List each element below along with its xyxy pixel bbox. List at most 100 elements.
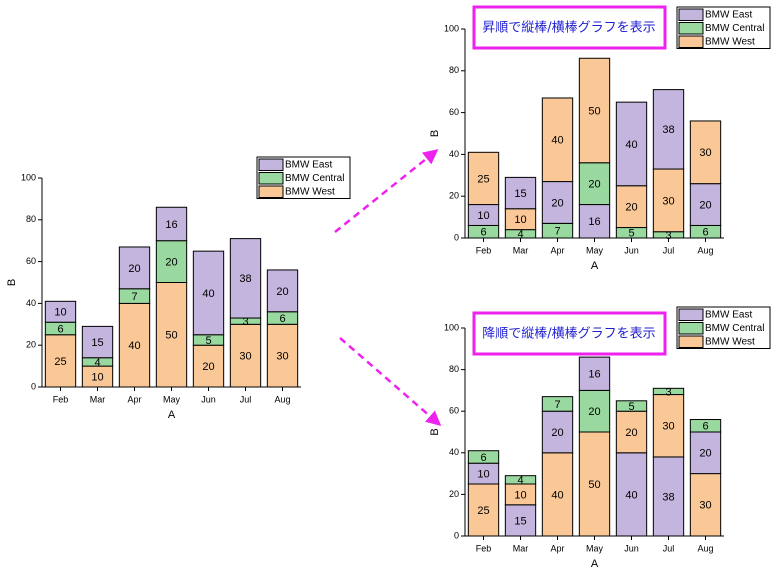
y-axis-label: B — [429, 428, 441, 435]
x-tick-label: Aug — [697, 543, 713, 553]
value-label: 20 — [551, 427, 563, 439]
bar-segment — [652, 168, 685, 233]
bar-segment — [118, 302, 151, 388]
x-tick-label: Mar — [513, 245, 529, 255]
value-label: 30 — [239, 351, 251, 363]
legend-swatch — [678, 35, 704, 48]
y-tick-label: 20 — [449, 191, 459, 201]
value-label: 5 — [205, 335, 211, 347]
value-label: 20 — [128, 263, 140, 275]
x-tick-label: Apr — [127, 394, 141, 404]
value-label: 3 — [665, 386, 671, 398]
value-label: 10 — [91, 371, 103, 383]
value-label: 10 — [477, 210, 489, 222]
value-label: 40 — [625, 139, 637, 151]
value-label: 50 — [165, 330, 177, 342]
value-label: 6 — [702, 227, 708, 239]
bar-segment — [652, 89, 685, 170]
bar-segment — [652, 456, 685, 537]
x-tick-label: Feb — [476, 245, 492, 255]
x-tick-label: Feb — [476, 543, 492, 553]
bar-segment — [541, 452, 574, 537]
bar-segment — [615, 400, 648, 412]
x-axis-label: A — [591, 558, 599, 570]
value-label: 5 — [628, 401, 634, 413]
value-label: 20 — [202, 361, 214, 373]
value-label: 30 — [662, 195, 674, 207]
x-tick-label: Aug — [697, 245, 713, 255]
value-label: 10 — [477, 469, 489, 481]
legend-label: BMW Central — [705, 323, 764, 334]
bar-segment — [578, 204, 611, 239]
legend-label: BMW East — [705, 309, 752, 320]
value-label: 20 — [588, 406, 600, 418]
legend-label: BMW Central — [705, 23, 764, 34]
value-label: 50 — [588, 105, 600, 117]
legend-swatch — [258, 185, 284, 198]
legend-label: BMW East — [705, 9, 752, 20]
y-tick-label: 20 — [449, 489, 459, 499]
x-tick-label: Mar — [513, 543, 529, 553]
bar-segment — [578, 431, 611, 537]
annotation: 降順で縦棒/横棒グラフを表示 — [482, 327, 655, 342]
x-tick-label: Mar — [90, 394, 106, 404]
y-tick-label: 100 — [444, 23, 459, 33]
value-label: 10 — [514, 489, 526, 501]
legend-label: BMW Central — [285, 173, 344, 184]
x-tick-label: Feb — [53, 394, 69, 404]
value-label: 4 — [94, 357, 100, 369]
bar-segment — [578, 356, 611, 391]
bar-segment — [615, 101, 648, 187]
y-tick-label: 80 — [449, 65, 459, 75]
legend-swatch — [678, 322, 704, 335]
legend-swatch — [258, 172, 284, 185]
x-tick-label: May — [586, 543, 604, 553]
value-label: 40 — [128, 340, 140, 352]
bar-segment — [541, 410, 574, 454]
value-label: 30 — [276, 351, 288, 363]
y-tick-label: 60 — [449, 406, 459, 416]
value-label: 30 — [699, 147, 711, 159]
legend-label: BMW West — [285, 186, 335, 197]
y-tick-label: 100 — [444, 322, 459, 332]
bar-segment — [155, 206, 188, 242]
x-tick-label: May — [586, 245, 604, 255]
bar-segment — [541, 396, 574, 412]
value-label: 30 — [662, 421, 674, 433]
legend-swatch — [678, 335, 704, 348]
value-label: 4 — [517, 229, 523, 241]
value-label: 25 — [477, 173, 489, 185]
bar-segment — [615, 185, 648, 229]
value-label: 20 — [699, 199, 711, 211]
value-label: 15 — [514, 188, 526, 200]
value-label: 6 — [702, 421, 708, 433]
value-label: 40 — [625, 489, 637, 501]
value-label: 20 — [165, 257, 177, 269]
bar-segment — [689, 120, 722, 185]
bar-segment — [467, 483, 500, 537]
value-label: 10 — [54, 307, 66, 319]
bar-segment — [504, 176, 537, 210]
x-tick-label: Jul — [663, 543, 675, 553]
bar-segment — [615, 452, 648, 537]
value-label: 25 — [477, 505, 489, 517]
bar-segment — [192, 250, 225, 336]
y-tick-label: 40 — [449, 149, 459, 159]
y-tick-label: 20 — [26, 340, 36, 350]
x-tick-label: Apr — [550, 245, 564, 255]
bar-segment — [615, 410, 648, 454]
x-axis-label: A — [591, 260, 599, 272]
bar-segment — [229, 238, 262, 319]
value-label: 6 — [480, 227, 486, 239]
value-label: 16 — [588, 216, 600, 228]
value-label: 40 — [551, 489, 563, 501]
value-label: 20 — [276, 286, 288, 298]
x-tick-label: Apr — [550, 543, 564, 553]
legend-swatch — [678, 308, 704, 321]
value-label: 16 — [165, 219, 177, 231]
value-label: 20 — [625, 202, 637, 214]
bar-segment — [118, 246, 151, 290]
legend-label: BMW East — [285, 159, 332, 170]
legend-swatch — [678, 8, 704, 21]
value-label: 30 — [699, 500, 711, 512]
